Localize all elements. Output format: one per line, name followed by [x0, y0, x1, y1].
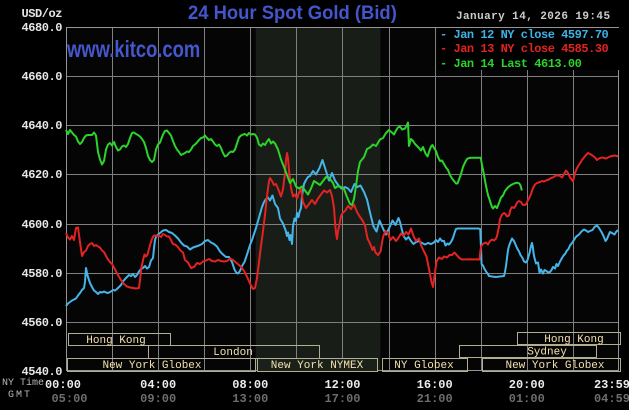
svg-text:NY Globex: NY Globex [394, 360, 454, 372]
svg-text:Hong Kong: Hong Kong [86, 335, 145, 347]
svg-text:New York NYMEX: New York NYMEX [271, 360, 364, 372]
svg-text:London: London [213, 347, 253, 359]
svg-text:New York Globex: New York Globex [102, 360, 201, 372]
svg-text:Hong Kong: Hong Kong [544, 334, 603, 346]
svg-text:Sydney: Sydney [527, 347, 567, 359]
svg-text:New York Globex: New York Globex [505, 360, 604, 372]
